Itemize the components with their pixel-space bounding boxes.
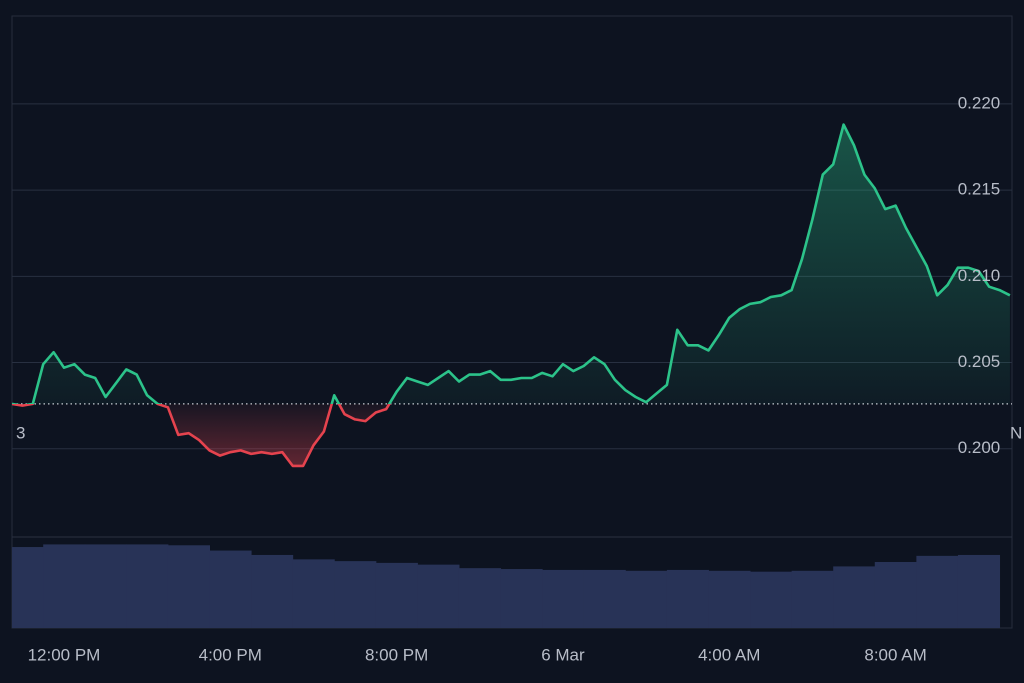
x-tick-label: 8:00 PM xyxy=(365,645,428,664)
volume-bar xyxy=(500,569,543,628)
volume-bar xyxy=(167,545,211,628)
volume-bar xyxy=(666,569,709,628)
volume-bar xyxy=(209,550,252,628)
baseline-label: N xyxy=(1010,423,1022,442)
volume-bar xyxy=(126,544,169,628)
volume-bar xyxy=(375,562,418,628)
label-layer: 0.200 0.205 0.210 0.215 0.220 12:00 PM 4:00 PM… xyxy=(16,93,1022,664)
volume-bar xyxy=(292,559,335,628)
volume-bar xyxy=(251,554,294,628)
price-area xyxy=(12,124,1010,466)
volume-bar xyxy=(334,561,377,628)
volume-bar xyxy=(957,554,1001,628)
volume-bar xyxy=(916,555,959,628)
volume-bar xyxy=(625,570,668,628)
volume-bar xyxy=(458,568,502,628)
x-tick-label: 4:00 AM xyxy=(698,645,760,664)
volume-bar xyxy=(84,544,127,628)
volume-bar xyxy=(583,569,626,628)
baseline-label: 3 xyxy=(16,423,25,442)
volume-bar xyxy=(12,547,44,628)
y-tick-label: 0.205 xyxy=(958,352,1001,371)
volume-bar xyxy=(542,569,585,628)
x-tick-label: 4:00 PM xyxy=(199,645,262,664)
volume-layer xyxy=(12,544,1001,628)
price-line xyxy=(12,123,1011,468)
y-tick-label: 0.200 xyxy=(958,438,1001,457)
x-tick-label: 6 Mar xyxy=(541,645,585,664)
volume-bar xyxy=(750,571,793,628)
volume-bar xyxy=(417,564,460,628)
price-layer xyxy=(12,123,1012,468)
y-tick-label: 0.220 xyxy=(958,93,1001,112)
volume-bar xyxy=(791,570,834,628)
volume-bar xyxy=(833,566,876,628)
x-tick-label: 8:00 AM xyxy=(864,645,926,664)
x-tick-label: 12:00 PM xyxy=(28,645,101,664)
volume-bar xyxy=(708,570,751,628)
volume-bar xyxy=(874,562,917,628)
y-tick-label: 0.210 xyxy=(958,266,1001,285)
volume-bar xyxy=(43,544,86,628)
y-tick-label: 0.215 xyxy=(958,180,1001,199)
